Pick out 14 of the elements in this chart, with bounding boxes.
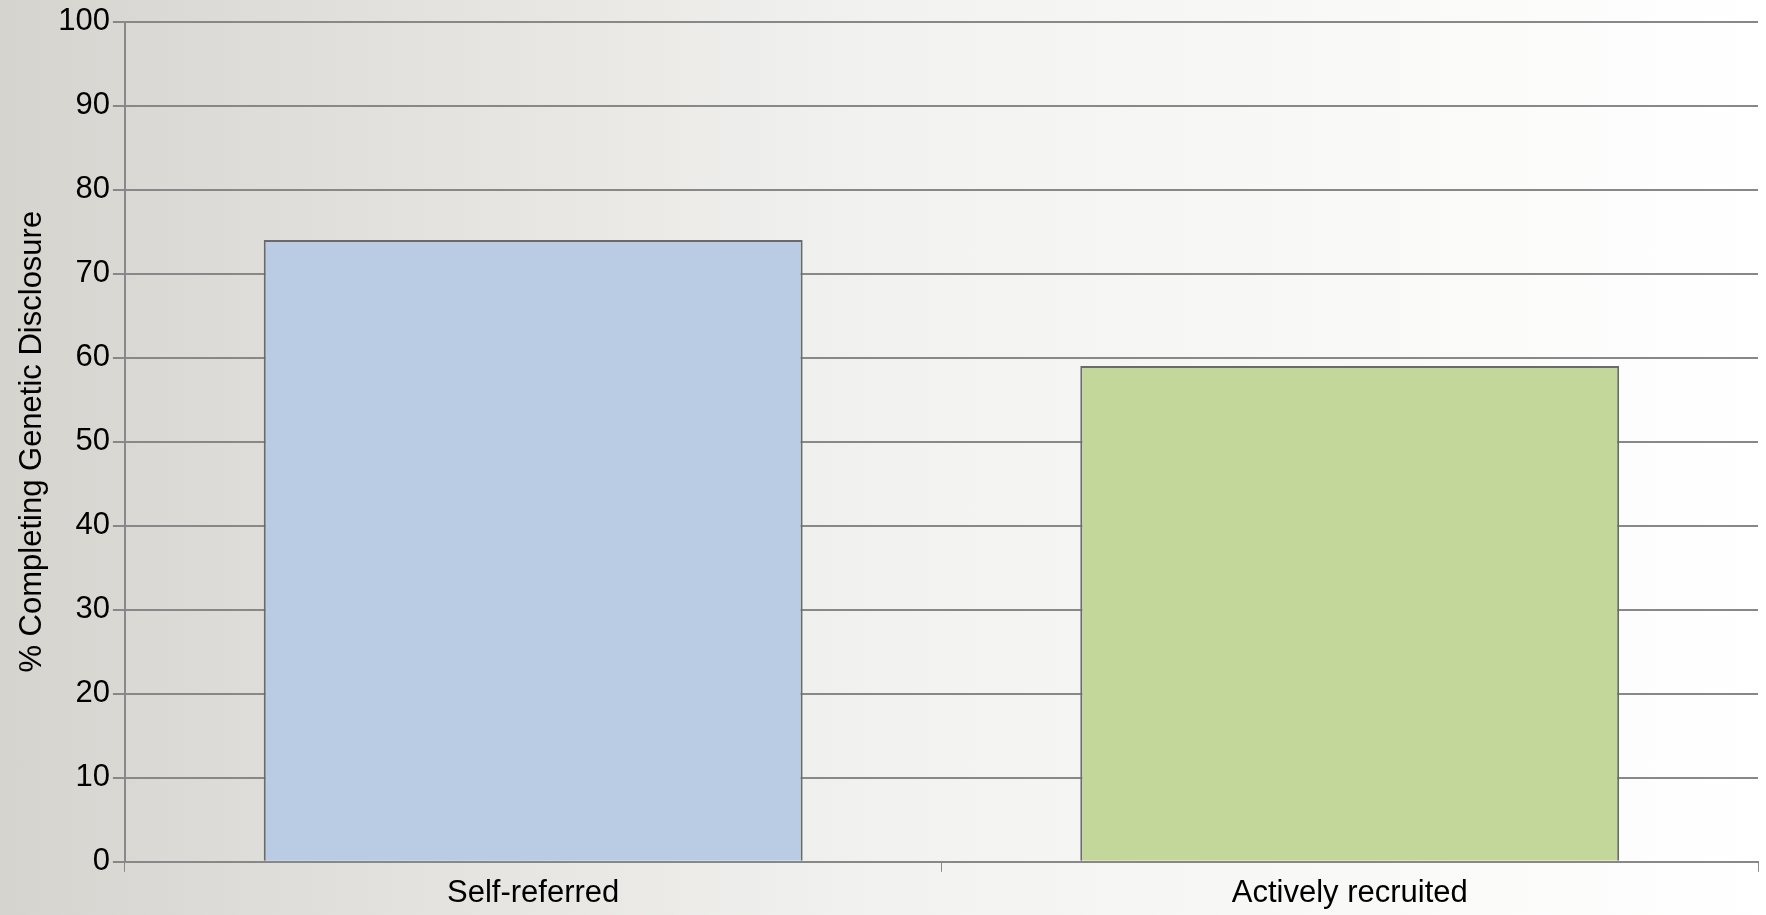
- y-tick-label: 100: [58, 2, 110, 38]
- y-tick-label: 10: [75, 758, 110, 794]
- x-tick-label: Self-referred: [447, 873, 620, 909]
- y-tick-label: 80: [75, 170, 110, 206]
- y-tick-label: 0: [92, 842, 110, 878]
- y-tick-label: 30: [75, 590, 110, 626]
- y-tick-label: 50: [75, 422, 110, 458]
- y-tick-label: 60: [75, 338, 110, 374]
- x-tick-label: Actively recruited: [1231, 873, 1468, 909]
- y-tick-label: 20: [75, 674, 110, 710]
- y-tick-label: 40: [75, 506, 110, 542]
- y-axis-title: % Completing Genetic Disclosure: [13, 210, 49, 673]
- y-tick-label: 70: [75, 254, 110, 290]
- y-tick-label: 90: [75, 86, 110, 122]
